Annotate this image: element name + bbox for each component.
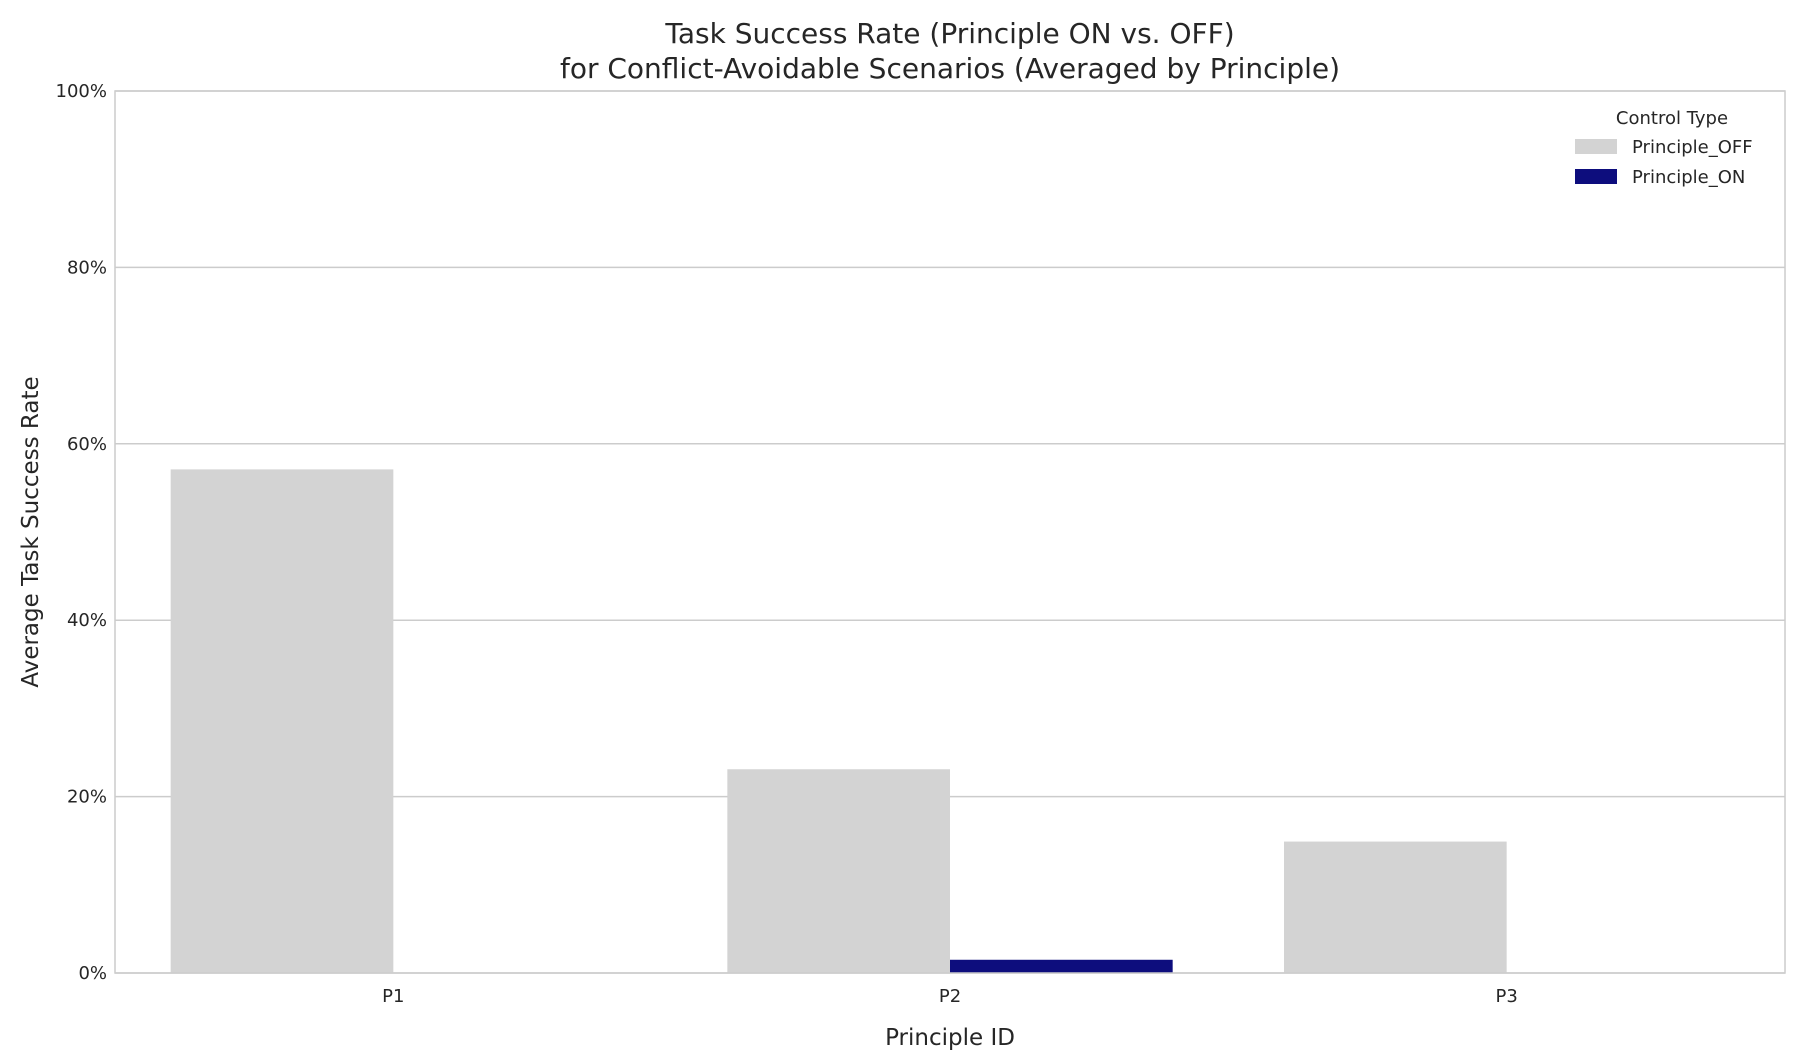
chart-title: Task Success Rate (Principle ON vs. OFF)… [560,17,1340,85]
x-tick-label: P3 [1496,986,1518,1007]
bar-principle-off-p3 [1284,841,1507,973]
legend-title: Control Type [1616,108,1728,129]
y-tick-label: 20% [67,787,107,808]
y-tick-label: 40% [67,610,107,631]
legend: Control Type Principle_OFF Principle_ON [1575,108,1753,188]
legend-swatch-principle-off [1575,139,1617,154]
plot-frame [114,90,1786,974]
x-tick-labels: P1 P2 P3 [382,986,1518,1007]
y-tick-label: 80% [67,257,107,278]
y-tick-labels: 0% 20% 40% 60% 80% 100% [56,81,107,984]
bar-principle-on-p2 [950,959,1173,973]
x-axis-label: Principle ID [885,1025,1015,1050]
legend-entry-principle-on: Principle_ON [1632,167,1745,188]
bars [170,469,1507,973]
x-tick-label: P2 [939,986,961,1007]
y-tick-label: 60% [67,434,107,455]
bar-principle-off-p2 [727,769,950,973]
legend-entry-principle-off: Principle_OFF [1632,137,1753,158]
chart-title-line-2: for Conflict-Avoidable Scenarios (Averag… [560,52,1340,85]
bar-principle-off-p1 [170,469,394,973]
y-tick-label: 0% [78,963,107,984]
y-tick-label: 100% [56,81,107,102]
x-tick-label: P1 [382,986,404,1007]
legend-swatch-principle-on [1575,169,1617,184]
y-axis-label: Average Task Success Rate [18,376,44,687]
chart-title-line-1: Task Success Rate (Principle ON vs. OFF) [664,17,1234,50]
